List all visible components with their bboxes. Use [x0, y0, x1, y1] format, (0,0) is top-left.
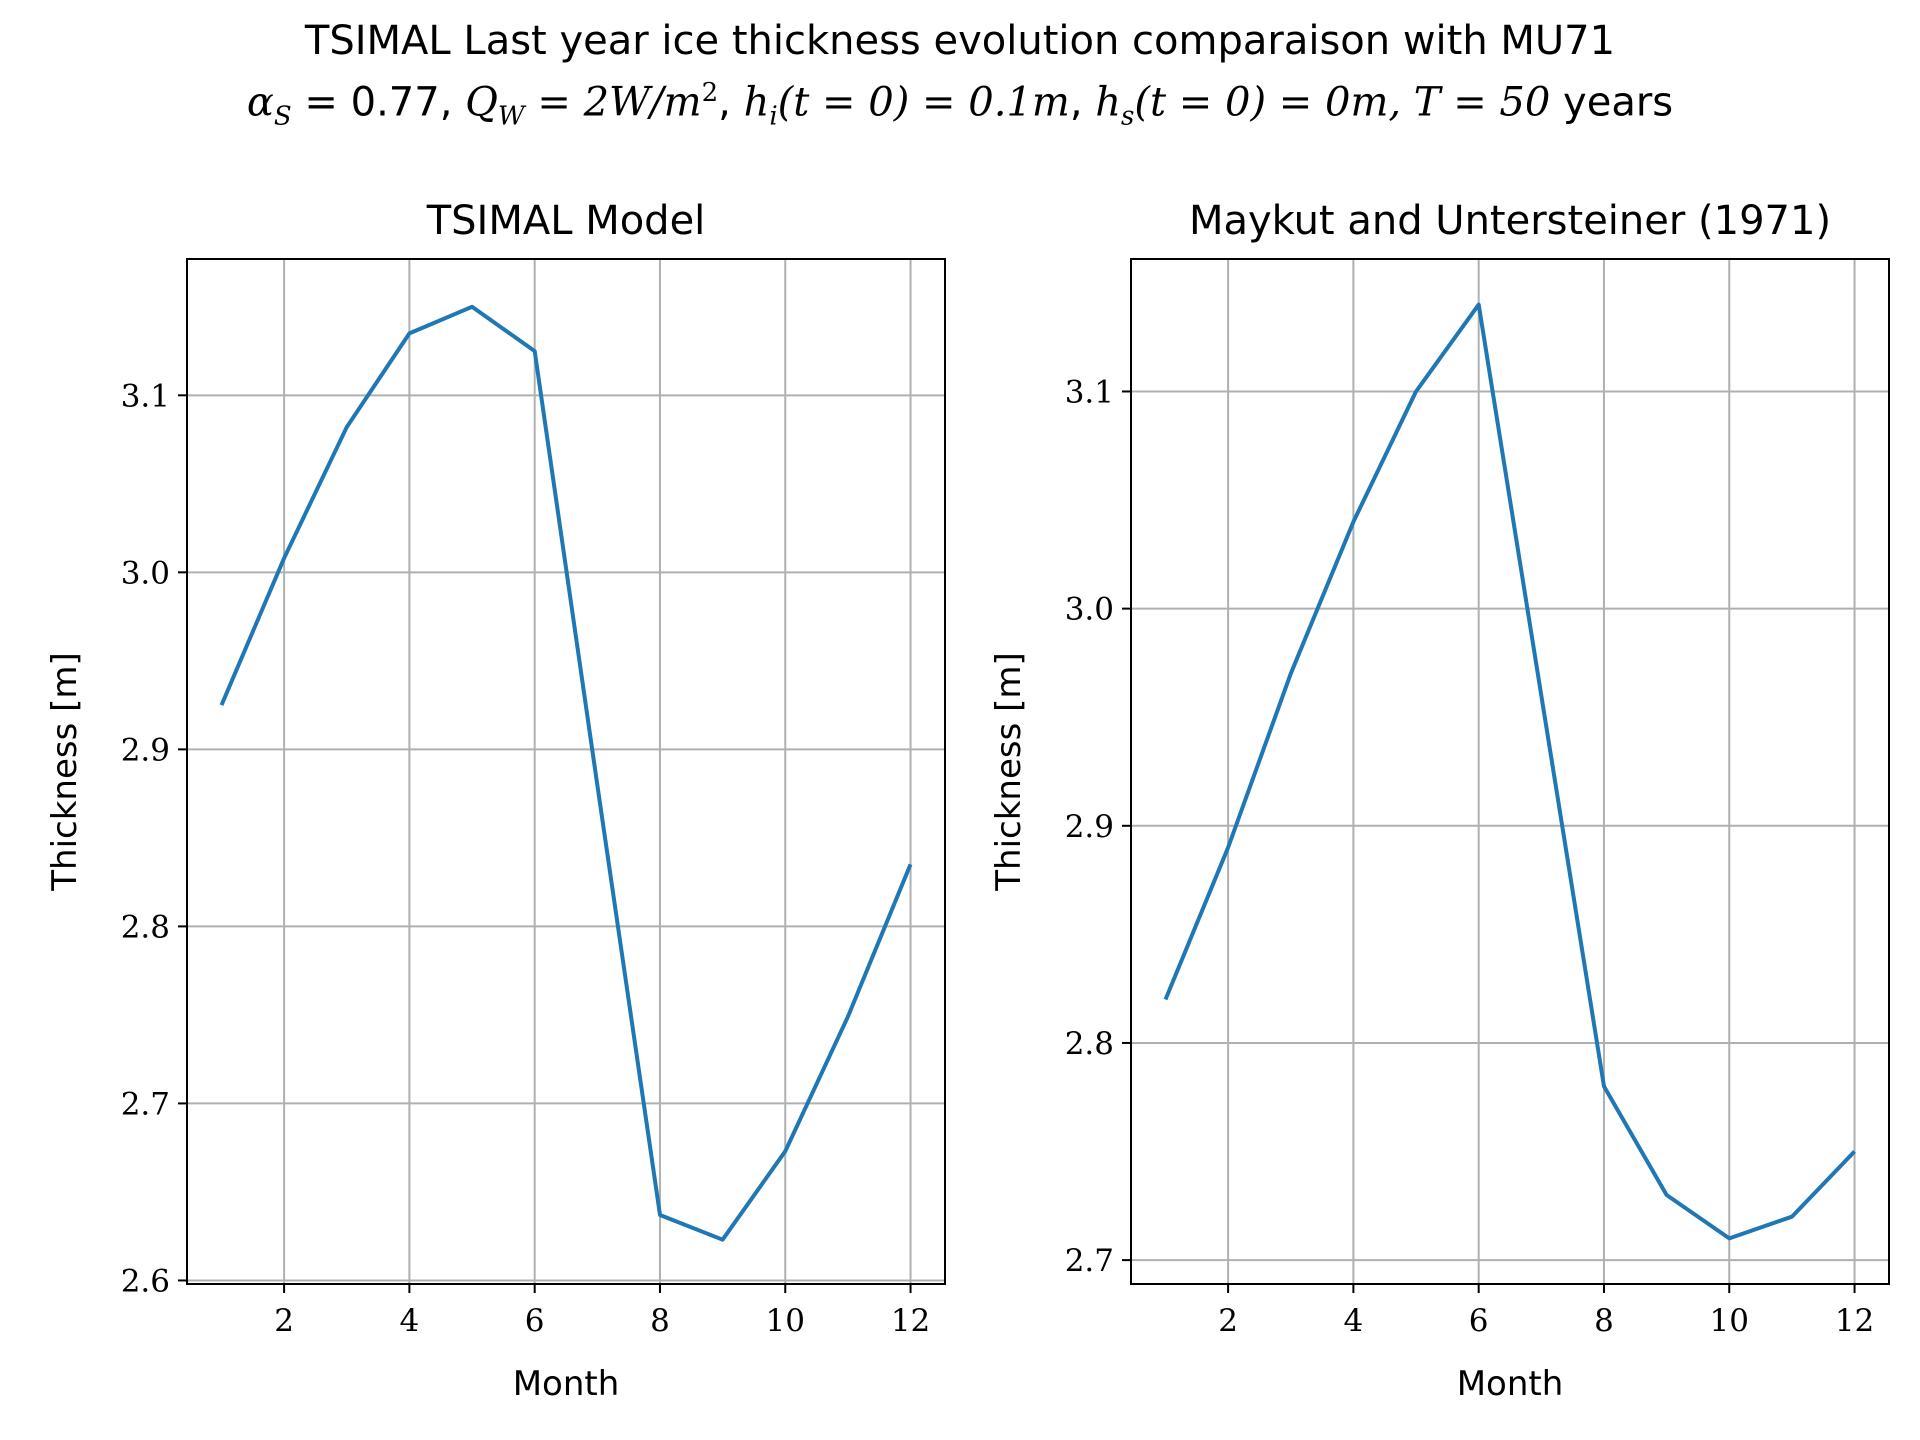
y-tick-label: 3.1 [121, 378, 170, 414]
alpha-symbol: α [246, 79, 274, 126]
chart-panel-2: 2 4 6 8 10 12 2.7 2.8 2.9 3.0 3.1 Maykut and Unters… [989, 198, 1890, 1404]
y-tick-label: 2.9 [1065, 809, 1114, 845]
x-axis-label: Month [513, 1364, 620, 1404]
y-tick-label: 2.7 [1065, 1243, 1114, 1279]
y-tick-label: 2.8 [1065, 1026, 1114, 1062]
q-superscript: 2 [701, 78, 719, 108]
y-tick-label: 2.9 [121, 732, 170, 768]
hi-subscript: i [769, 101, 778, 132]
y-axis-label: Thickness [m] [989, 652, 1029, 892]
chart-panel-1: 2 4 6 8 10 12 2.6 2.7 2.8 2.9 3.0 3.1 TSIMAL Model Mo… [45, 198, 946, 1404]
series-line [1163, 302, 1856, 1241]
x-tick-label: 10 [766, 1303, 805, 1339]
x-tick-label: 2 [274, 1303, 294, 1339]
panel-title: TSIMAL Model [426, 198, 706, 244]
x-tick-label: 10 [1710, 1303, 1749, 1339]
x-tick-label: 12 [1835, 1303, 1874, 1339]
x-tick-label: 6 [525, 1303, 545, 1339]
hi-separator: , [1069, 79, 1096, 126]
series-line [219, 304, 913, 1242]
x-tick-label: 2 [1218, 1303, 1238, 1339]
x-tick-label: 6 [1469, 1303, 1489, 1339]
x-tick-label: 8 [1594, 1303, 1614, 1339]
q-symbol: Q [465, 79, 498, 126]
y-tick-label: 2.8 [121, 909, 170, 945]
y-tick-label: 3.0 [1065, 592, 1114, 628]
y-tick-label: 2.6 [121, 1263, 170, 1299]
x-tick-label: 12 [891, 1303, 930, 1339]
y-tick-label: 3.1 [1065, 374, 1114, 410]
y-tick-label: 2.7 [121, 1086, 170, 1122]
hi-value: (t = 0) = 0.1m [777, 79, 1070, 126]
panel-title: Maykut and Untersteiner (1971) [1189, 198, 1831, 244]
hs-subscript: s [1121, 101, 1135, 132]
x-tick-label: 4 [400, 1303, 420, 1339]
q-subscript: W [497, 101, 525, 132]
figure-subtitle: αS = 0.77, QW = 2W/m2, hi(t = 0) = 0.1m,… [0, 78, 1920, 131]
years-label: years [1550, 79, 1674, 126]
hi-symbol: h [743, 79, 770, 126]
axes-frame [186, 258, 946, 1285]
x-tick-label: 4 [1344, 1303, 1364, 1339]
axes-frame [1130, 258, 1890, 1285]
hs-symbol: h [1095, 79, 1122, 126]
y-axis-label: Thickness [m] [45, 652, 85, 892]
x-axis-label: Month [1457, 1364, 1564, 1404]
y-tick-label: 3.0 [121, 555, 170, 591]
hs-value: (t = 0) = 0m, T = 50 [1134, 79, 1551, 126]
alpha-subscript: S [273, 101, 292, 132]
alpha-value: = 0.77, [291, 79, 466, 126]
q-separator: , [718, 79, 744, 126]
x-tick-label: 8 [650, 1303, 670, 1339]
q-value: = 2W/m [524, 79, 702, 126]
figure-title: TSIMAL Last year ice thickness evolution… [304, 18, 1616, 64]
